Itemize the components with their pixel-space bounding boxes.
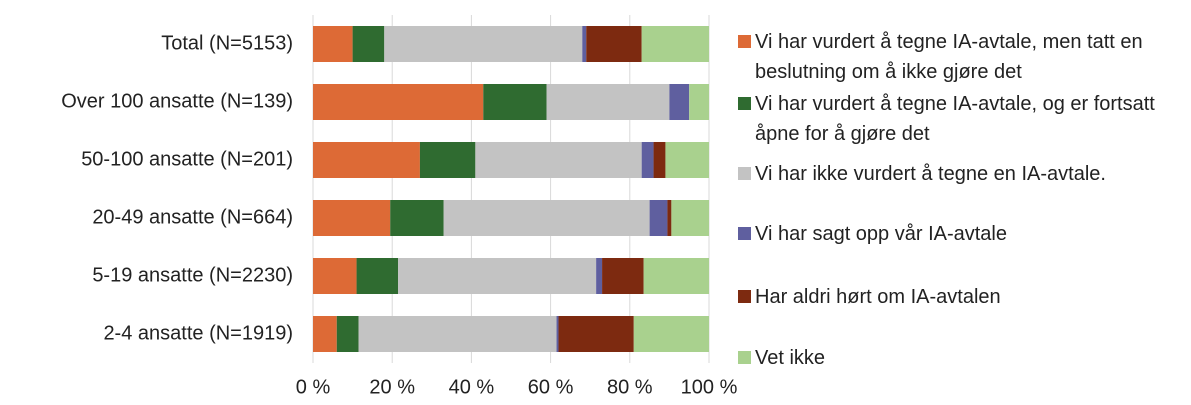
bar-segment xyxy=(671,200,709,236)
y-tick-label: 5-19 ansatte (N=2230) xyxy=(92,264,293,286)
legend-item: Vi har sagt opp vår IA-avtale xyxy=(738,219,1183,249)
bar-segment xyxy=(596,258,603,294)
y-tick-label: 20-49 ansatte (N=664) xyxy=(92,206,293,228)
bar-segment xyxy=(633,316,709,352)
legend-swatch xyxy=(738,290,751,303)
y-tick-label: Over 100 ansatte (N=139) xyxy=(61,90,293,112)
y-tick-label: 50-100 ansatte (N=201) xyxy=(81,148,293,170)
legend-item: Vi har vurdert å tegne IA-avtale, og er … xyxy=(738,89,1183,149)
legend-label: Vi har vurdert å tegne IA-avtale, og er … xyxy=(755,93,1155,145)
bar-segment xyxy=(356,258,399,294)
bar-segment xyxy=(483,84,547,120)
legend-swatch xyxy=(738,97,751,110)
bar-segment xyxy=(398,258,597,294)
x-tick-label: 100 % xyxy=(681,376,738,398)
bar-segment xyxy=(649,200,668,236)
bar-segment xyxy=(313,200,391,236)
bar-segment xyxy=(667,200,672,236)
bar-segment xyxy=(313,84,484,120)
y-tick-label: Total (N=5153) xyxy=(161,32,293,54)
bar-segment xyxy=(358,316,557,352)
legend-swatch xyxy=(738,351,751,364)
x-tick-label: 40 % xyxy=(449,376,495,398)
bar-segment xyxy=(689,84,709,120)
legend-item: Har aldri hørt om IA-avtalen xyxy=(738,282,1183,312)
bar-segment xyxy=(313,258,357,294)
bar-segment xyxy=(653,142,666,178)
legend-label: Vi har ikke vurdert å tegne en IA-avtale… xyxy=(755,163,1106,185)
legend-swatch xyxy=(738,167,751,180)
bar-segment xyxy=(313,316,337,352)
legend-label: Har aldri hørt om IA-avtalen xyxy=(755,286,1001,308)
bar-segment xyxy=(556,316,559,352)
bar-segment xyxy=(558,316,634,352)
x-tick-label: 60 % xyxy=(528,376,574,398)
x-tick-label: 0 % xyxy=(296,376,331,398)
legend-label: Vet ikke xyxy=(755,347,826,369)
bar-segment xyxy=(419,142,476,178)
legend-label: Vi har sagt opp vår IA-avtale xyxy=(755,223,1007,245)
bar-segment xyxy=(641,26,709,62)
bar-segment xyxy=(546,84,670,120)
legend-swatch xyxy=(738,35,751,48)
legend-swatch xyxy=(738,227,751,240)
bar-segment xyxy=(390,200,444,236)
bar-segment xyxy=(352,26,385,62)
bar-segment xyxy=(582,26,587,62)
y-tick-label: 2-4 ansatte (N=1919) xyxy=(103,322,293,344)
bar-segment xyxy=(643,258,709,294)
bar-segment xyxy=(475,142,642,178)
bar-segment xyxy=(336,316,359,352)
legend-item: Vi har vurdert å tegne IA-avtale, men ta… xyxy=(738,27,1183,87)
bar-segment xyxy=(669,84,690,120)
bar-segment xyxy=(665,142,709,178)
bar-segment xyxy=(586,26,642,62)
x-tick-label: 20 % xyxy=(369,376,415,398)
bar-segment xyxy=(313,142,420,178)
legend-item: Vi har ikke vurdert å tegne en IA-avtale… xyxy=(738,159,1183,189)
legend-label: Vi har vurdert å tegne IA-avtale, men ta… xyxy=(755,31,1143,83)
bar-segment xyxy=(602,258,644,294)
bar-segment xyxy=(313,26,353,62)
bar-segment xyxy=(384,26,583,62)
bar-segment xyxy=(443,200,650,236)
x-tick-label: 80 % xyxy=(607,376,653,398)
bar-segment xyxy=(641,142,654,178)
legend-item: Vet ikke xyxy=(738,343,1183,373)
